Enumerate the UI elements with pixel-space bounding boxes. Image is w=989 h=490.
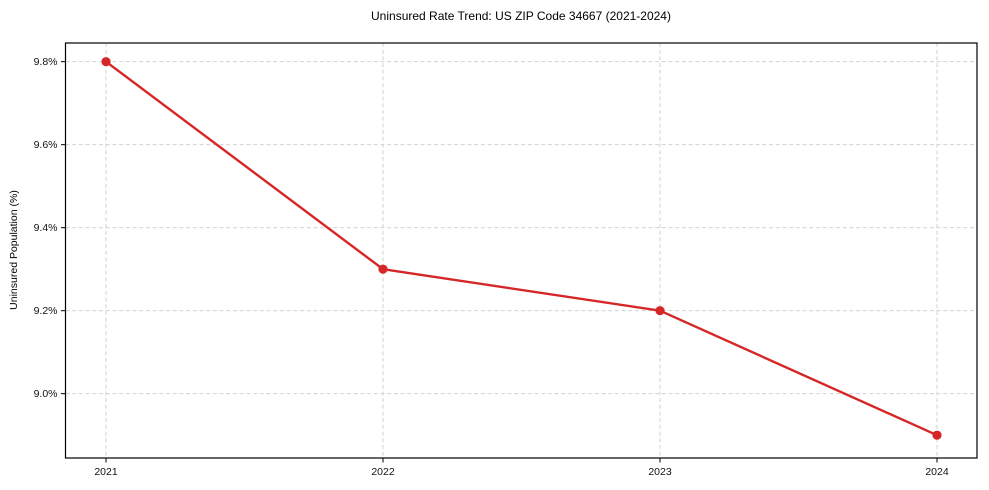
- data-point: [655, 306, 665, 316]
- y-tick-label: 9.2%: [34, 305, 58, 317]
- y-tick-label: 9.4%: [34, 222, 58, 234]
- x-tick-label: 2021: [94, 466, 118, 478]
- x-tick-label: 2024: [925, 466, 949, 478]
- data-point: [932, 430, 942, 440]
- data-point: [378, 264, 388, 274]
- y-tick-label: 9.8%: [34, 56, 58, 68]
- chart-title: Uninsured Rate Trend: US ZIP Code 34667 …: [371, 9, 671, 23]
- x-tick-label: 2023: [648, 466, 672, 478]
- y-tick-label: 9.0%: [34, 388, 58, 400]
- data-point: [101, 57, 111, 67]
- plot-border: [64, 42, 978, 459]
- y-tick-label: 9.6%: [34, 139, 58, 151]
- x-tick-label: 2022: [371, 466, 395, 478]
- trend-line: [104, 60, 939, 437]
- y-axis-label: Uninsured Population (%): [8, 190, 20, 310]
